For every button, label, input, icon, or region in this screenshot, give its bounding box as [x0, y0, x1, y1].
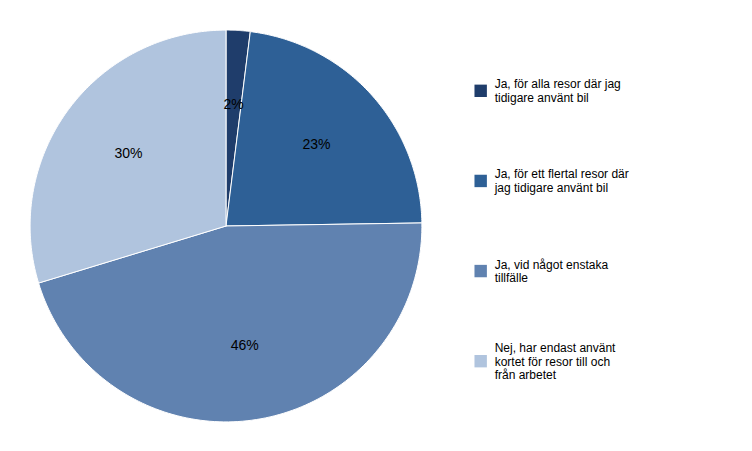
svg-text:Ja, för ett flertal resor därj: Ja, för ett flertal resor därjag tidigar… [494, 167, 629, 195]
svg-text:Ja, för alla resor där jagtidi: Ja, för alla resor där jagtidigare använ… [495, 77, 621, 105]
svg-text:23%: 23% [302, 136, 330, 152]
svg-text:2%: 2% [223, 96, 243, 112]
svg-text:46%: 46% [231, 337, 259, 353]
svg-text:30%: 30% [114, 145, 142, 161]
svg-text:Ja, vid något enstakatillfälle: Ja, vid något enstakatillfälle [495, 258, 609, 286]
svg-text:Nej, har endast använtkortet f: Nej, har endast använtkortet för resor t… [495, 341, 616, 383]
